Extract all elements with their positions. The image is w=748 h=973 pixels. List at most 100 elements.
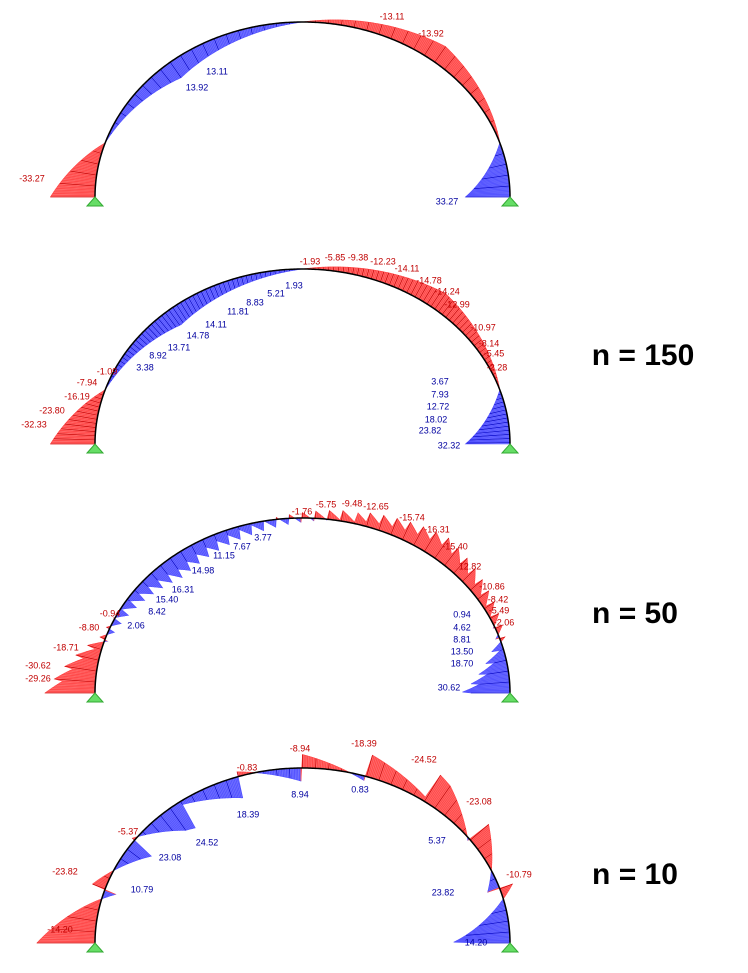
value-label: -29.26 <box>25 673 51 683</box>
hatch <box>489 878 496 882</box>
hatch <box>196 293 204 307</box>
hatch <box>160 565 168 575</box>
hatch <box>81 406 99 412</box>
hatch <box>213 534 217 541</box>
hatch <box>356 268 360 276</box>
hatch <box>434 785 451 809</box>
hatch <box>470 579 483 591</box>
arch-panel <box>44 509 520 703</box>
hatch <box>422 286 433 302</box>
value-label: 5.37 <box>428 835 446 845</box>
hatch <box>250 274 253 282</box>
hatch <box>225 780 233 798</box>
support <box>500 692 520 703</box>
hatch <box>168 309 181 326</box>
value-label: -16.31 <box>424 524 450 534</box>
value-label: -0.94 <box>100 608 121 618</box>
value-label: -14.24 <box>434 286 460 296</box>
hatch <box>393 275 399 287</box>
hatch <box>470 824 489 841</box>
value-label: 3.77 <box>254 532 272 542</box>
hatch <box>390 770 397 785</box>
hatch <box>413 526 424 546</box>
hatch <box>241 276 244 285</box>
value-label: 11.81 <box>227 306 249 316</box>
hatch <box>127 349 135 356</box>
hatch <box>160 69 172 83</box>
value-label: -10.86 <box>479 581 505 591</box>
value-label: -0.83 <box>237 762 258 772</box>
hatch <box>453 558 468 574</box>
value-label: 2.06 <box>127 620 145 630</box>
hatch <box>151 823 160 833</box>
value-label: -18.39 <box>351 738 377 748</box>
hatch <box>453 66 464 78</box>
support <box>500 443 520 454</box>
hatch <box>366 755 373 777</box>
hatch <box>481 421 509 427</box>
value-label: 13.92 <box>186 82 209 92</box>
hatch <box>477 97 485 104</box>
hatch <box>347 267 350 274</box>
hatch <box>462 76 472 86</box>
hatch <box>378 24 383 35</box>
value-label: -14.78 <box>416 275 442 285</box>
hatch <box>352 267 355 275</box>
hatch <box>499 636 505 640</box>
hatch <box>468 331 477 340</box>
hatch <box>410 281 419 295</box>
value-label: -23.82 <box>52 866 78 876</box>
value-label: -8.14 <box>479 338 500 348</box>
hatch <box>127 848 141 860</box>
hatch <box>151 573 158 581</box>
hatch <box>64 666 97 672</box>
hatch <box>444 56 456 70</box>
hatch <box>491 909 507 914</box>
hatch <box>424 532 437 552</box>
hatch <box>51 928 96 933</box>
hatch <box>213 38 219 50</box>
value-label: 8.92 <box>149 350 167 360</box>
hatch <box>289 768 291 779</box>
hatch <box>477 839 492 850</box>
hatch <box>341 19 343 26</box>
value-label: -15.74 <box>399 512 425 522</box>
hatch <box>488 364 494 368</box>
arch <box>94 767 511 944</box>
hatch <box>402 278 409 291</box>
hatch <box>202 539 207 548</box>
support <box>85 196 105 207</box>
hatch <box>402 779 408 790</box>
hatch <box>205 289 212 302</box>
value-label: 14.11 <box>205 319 227 329</box>
hatch <box>378 762 386 781</box>
hatch <box>54 678 96 683</box>
value-label: 8.42 <box>148 606 166 616</box>
hatch <box>169 557 179 570</box>
arch <box>94 21 511 198</box>
hatch <box>147 327 158 338</box>
value-label: 5.21 <box>267 288 285 298</box>
hatch <box>426 289 437 305</box>
hatch <box>141 333 151 343</box>
hatch <box>61 428 96 432</box>
hatch <box>225 34 230 45</box>
hatch <box>477 590 489 600</box>
hatch <box>151 77 162 89</box>
hatch <box>476 429 510 434</box>
hatch <box>390 27 396 39</box>
hatch <box>100 636 106 640</box>
hatch <box>263 25 265 31</box>
hatch <box>165 312 177 328</box>
hatch <box>486 360 492 364</box>
hatch <box>135 339 144 348</box>
hatch <box>260 272 262 279</box>
hatch <box>444 547 459 566</box>
hatch <box>225 530 228 536</box>
value-label: -1.93 <box>300 256 321 266</box>
hatch <box>264 271 267 277</box>
hatch <box>413 35 422 50</box>
value-label: 24.52 <box>196 837 219 847</box>
value-label: -5.45 <box>484 348 505 358</box>
hatch <box>470 87 479 95</box>
